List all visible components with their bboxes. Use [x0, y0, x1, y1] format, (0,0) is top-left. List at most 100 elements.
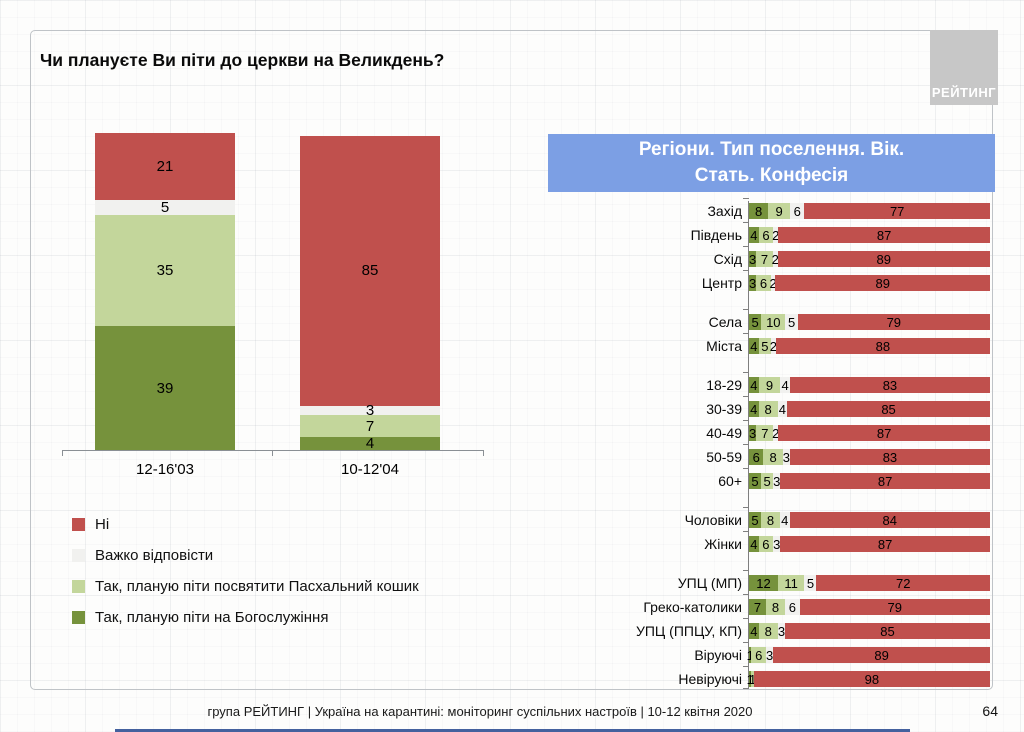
- segment-value: 89: [876, 251, 892, 267]
- segment-no: 85: [300, 136, 440, 406]
- legend-swatch-basket: [72, 580, 85, 593]
- legend-item-service: Так, планую піти на Богослужіння: [72, 609, 419, 626]
- segment-value: 1: [746, 647, 754, 663]
- segment-no: 89: [777, 251, 990, 267]
- segment-no: 88: [775, 338, 990, 354]
- segment-value: 5: [751, 314, 759, 330]
- page-title: Чи плануєте Ви піти до церкви на Великде…: [40, 50, 445, 70]
- segment-value: 6: [788, 599, 796, 615]
- segment-value: 5: [763, 473, 771, 489]
- segment-value: 8: [769, 449, 777, 465]
- x-axis-tick: [483, 450, 484, 456]
- segment-no: 98: [753, 671, 990, 687]
- segment-hard: 2: [772, 425, 780, 441]
- bar-row: 30-39 4 8 4 85: [558, 396, 990, 417]
- segment-basket: 8: [765, 599, 786, 615]
- segment-value: 87: [877, 473, 893, 489]
- segment-value: 2: [772, 425, 780, 441]
- segment-service: 1: [746, 671, 754, 687]
- segment-value: 9: [765, 377, 774, 393]
- row-label: Міста: [706, 338, 742, 354]
- segment-value: 3: [773, 473, 781, 489]
- segment-value: 89: [875, 275, 890, 291]
- segment-basket: 6: [758, 227, 774, 243]
- segment-basket: 5: [761, 473, 774, 489]
- bar-row: Села 5 10 5 79: [558, 309, 990, 330]
- legend-swatch-hard: [72, 549, 85, 562]
- segment-value: 3: [365, 401, 375, 419]
- bar-row: Чоловіки 5 8 4 84: [558, 507, 990, 528]
- segment-basket: 6: [756, 275, 771, 291]
- stacked-bar: 4 6 3 87: [749, 536, 990, 552]
- row-label: Чоловіки: [684, 512, 742, 528]
- segment-no: 87: [780, 536, 990, 552]
- segment-value: 87: [877, 536, 893, 552]
- stacked-bar: 5 10 5 79: [749, 314, 990, 330]
- segment-value: 11: [784, 575, 798, 591]
- segment-value: 5: [761, 338, 769, 354]
- segment-value: 12: [756, 575, 771, 591]
- segment-value: 87: [876, 425, 892, 441]
- segment-service: 5: [749, 314, 762, 330]
- row-label: Схід: [713, 251, 742, 267]
- legend-item-no: Ні: [72, 516, 419, 533]
- stacked-bar: 12 11 5 72: [749, 575, 990, 591]
- stacked-bar: 3 6 2 89: [749, 275, 990, 291]
- segment-value: 5: [160, 199, 170, 217]
- segment-no: 83: [789, 449, 990, 465]
- row-label: Невіруючі: [678, 671, 742, 687]
- segment-value: 83: [882, 449, 898, 465]
- segment-no: 85: [785, 623, 990, 639]
- segment-hard: 2: [772, 227, 780, 243]
- segment-service: 4: [749, 227, 759, 243]
- segment-basket: 8: [758, 623, 778, 639]
- row-label: УПЦ (ППЦУ, КП): [635, 623, 742, 639]
- stacked-bar: 6 8 3 83: [749, 449, 990, 465]
- bar-row: Невіруючі 1 1 98: [558, 666, 990, 687]
- row-label: 30-39: [706, 401, 742, 417]
- segment-no: 79: [799, 599, 990, 615]
- segment-value: 79: [887, 599, 902, 615]
- segment-no: 87: [778, 227, 990, 243]
- segment-value: 85: [880, 623, 895, 639]
- right-chart-header-line1: Регіони. Тип поселення. Вік.: [638, 139, 905, 160]
- bar-row: Схід 3 7 2 89: [558, 246, 990, 267]
- stacked-bar: 8 9 6 77: [749, 203, 990, 219]
- row-label: 18-29: [706, 377, 742, 393]
- row-label: Греко-католики: [643, 599, 742, 615]
- segment-basket: 6: [758, 536, 774, 552]
- segment-basket: 7: [756, 425, 774, 441]
- segment-basket: 11: [777, 575, 805, 591]
- segment-service: 5: [749, 473, 762, 489]
- segment-value: 1: [746, 671, 754, 687]
- segment-no: 87: [778, 425, 990, 441]
- segment-service: 7: [749, 599, 766, 615]
- segment-value: 72: [895, 575, 911, 591]
- bar-row: 50-59 6 8 3 83: [558, 444, 990, 465]
- legend-swatch-service: [72, 611, 85, 624]
- segment-value: 7: [761, 425, 769, 441]
- left-stacked-bar-chart: 21 5 35 39 12-16'03 85 3 7 4 10-12'04: [62, 133, 484, 503]
- segment-no: 21: [95, 133, 235, 200]
- segment-value: 87: [876, 227, 892, 243]
- row-label: 50-59: [706, 449, 742, 465]
- segment-service: 1: [746, 647, 754, 663]
- segment-hard: 4: [780, 377, 790, 393]
- x-axis-line: [62, 450, 484, 451]
- segment-value: 6: [759, 275, 768, 291]
- stacked-bar: 4 8 4 85: [749, 401, 990, 417]
- segment-value: 4: [750, 227, 758, 243]
- segment-no: 85: [787, 401, 990, 417]
- bar-row: Греко-католики 7 8 6 79: [558, 594, 990, 615]
- segment-value: 10: [766, 314, 781, 330]
- segment-value: 2: [772, 227, 780, 243]
- segment-value: 89: [874, 647, 889, 663]
- bar-row: Віруючі 1 6 3 89: [558, 642, 990, 663]
- segment-value: 35: [156, 262, 174, 280]
- segment-hard: 3: [773, 473, 780, 489]
- segment-value: 1: [749, 671, 757, 687]
- bar-row: Центр 3 6 2 89: [558, 270, 990, 291]
- segment-value: 88: [875, 338, 891, 354]
- segment-service: 5: [749, 512, 761, 528]
